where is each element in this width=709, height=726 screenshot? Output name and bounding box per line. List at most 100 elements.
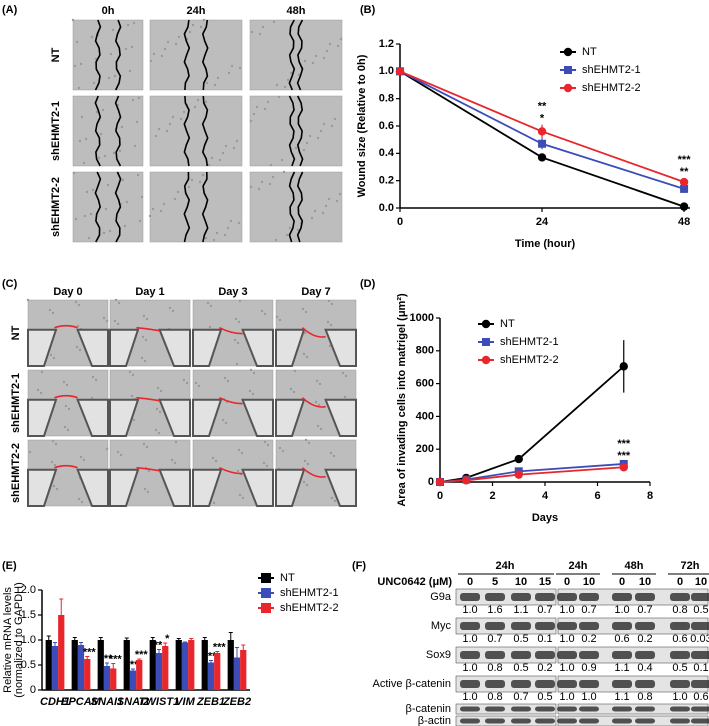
- pillar: [275, 328, 306, 367]
- texture: [223, 233, 227, 237]
- texture: [198, 180, 202, 184]
- texture: [95, 110, 99, 114]
- texture: [128, 370, 132, 374]
- texture: [126, 23, 130, 27]
- texture: [87, 236, 91, 240]
- y-axis-label: (normalized to GAPDH): [13, 582, 25, 698]
- bar: [240, 650, 247, 690]
- quantification: 1.0: [559, 604, 574, 616]
- texture: [137, 96, 141, 100]
- panel-label: (A): [2, 4, 18, 16]
- quantification: 0.7: [487, 633, 502, 645]
- x-tick-label: 4: [542, 490, 549, 502]
- texture: [303, 459, 307, 463]
- wound-edge: [114, 19, 122, 91]
- texture: [258, 32, 262, 36]
- band: [670, 593, 690, 601]
- texture: [154, 134, 158, 138]
- texture: [165, 129, 169, 133]
- dose-label: 10: [583, 576, 595, 588]
- blot: [455, 715, 557, 726]
- texture: [204, 236, 208, 240]
- texture: [226, 226, 230, 230]
- legend-swatch: [261, 588, 271, 598]
- band: [670, 680, 690, 688]
- data-point: [514, 454, 523, 464]
- texture: [268, 182, 272, 186]
- series-line: [439, 466, 624, 483]
- texture: [36, 388, 40, 392]
- texture: [79, 62, 83, 66]
- texture: [277, 95, 281, 99]
- band: [579, 651, 599, 659]
- texture: [330, 496, 334, 500]
- texture: [302, 480, 306, 484]
- y-tick-label: 200: [416, 443, 434, 455]
- texture: [91, 188, 95, 192]
- texture: [266, 443, 270, 447]
- texture: [341, 371, 345, 375]
- x-tick-label: 6: [594, 490, 600, 502]
- blot: [455, 703, 557, 715]
- texture: [238, 493, 242, 497]
- texture: [79, 455, 83, 459]
- blot: [455, 588, 557, 606]
- pillar: [109, 398, 140, 437]
- bar: [97, 640, 104, 690]
- texture: [205, 81, 209, 85]
- bar: [51, 646, 59, 690]
- data-point: [537, 153, 547, 162]
- texture: [101, 108, 105, 112]
- row-label: shEHMT2-2: [10, 443, 22, 503]
- invasion-front: [54, 464, 78, 469]
- texture: [66, 428, 70, 432]
- wound-edge: [288, 19, 296, 91]
- data-point: [679, 202, 689, 211]
- texture: [157, 127, 161, 131]
- band: [511, 706, 531, 712]
- texture: [152, 52, 156, 56]
- texture: [235, 362, 239, 366]
- texture: [278, 318, 282, 322]
- texture: [159, 389, 163, 393]
- texture: [128, 69, 132, 73]
- texture: [250, 30, 254, 34]
- texture: [278, 446, 282, 450]
- band: [557, 680, 577, 688]
- texture: [197, 384, 201, 388]
- texture: [113, 319, 117, 323]
- texture: [324, 204, 328, 208]
- texture: [123, 224, 127, 228]
- band: [485, 706, 505, 712]
- significance-mark: *: [165, 633, 170, 645]
- band: [635, 622, 655, 630]
- texture: [193, 105, 197, 109]
- band: [535, 680, 555, 688]
- texture: [39, 391, 43, 395]
- quantification: 1.0: [614, 604, 629, 616]
- dose-label: 0: [677, 576, 683, 588]
- texture: [252, 371, 256, 375]
- texture: [304, 310, 308, 314]
- texture: [82, 458, 86, 462]
- texture: [147, 469, 151, 473]
- texture: [54, 442, 58, 446]
- row-label: shEHMT2-1: [50, 101, 62, 161]
- quantification: 0.8: [672, 604, 687, 616]
- data-point: [537, 127, 547, 136]
- texture: [64, 404, 68, 408]
- texture: [234, 317, 238, 321]
- quantification: 0.5: [693, 604, 708, 616]
- dose-label: 0: [564, 576, 570, 588]
- y-tick-label: 0.6: [379, 120, 394, 132]
- texture: [263, 312, 267, 316]
- texture: [145, 317, 149, 321]
- legend-label: shEHMT2-2: [280, 602, 339, 614]
- texture: [162, 202, 166, 206]
- legend-marker: [563, 47, 573, 57]
- texture: [303, 59, 307, 63]
- texture: [196, 98, 200, 102]
- texture: [154, 428, 158, 432]
- micrograph: [72, 95, 144, 167]
